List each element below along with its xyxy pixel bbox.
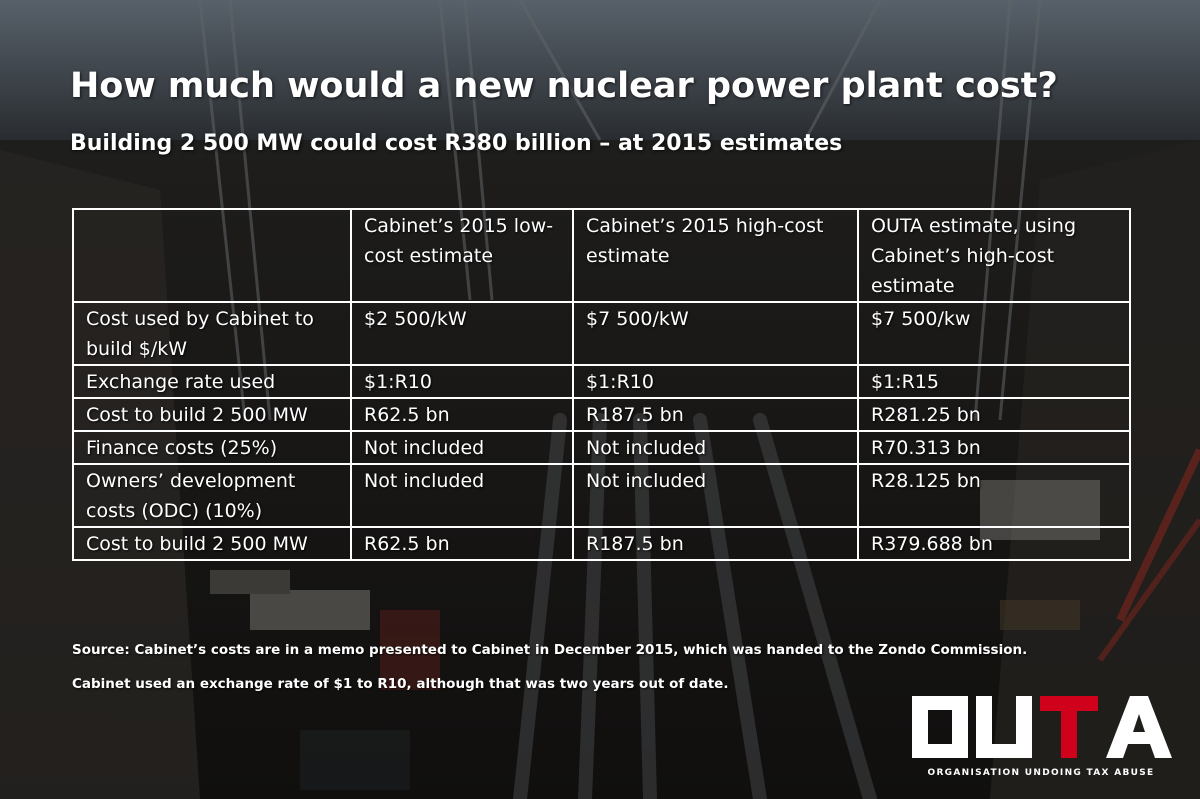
source-note: Source: Cabinet’s costs are in a memo pr… xyxy=(72,633,1172,701)
table-cell: $2 500/kW xyxy=(350,301,574,366)
source-line-2: Cabinet used an exchange rate of $1 to R… xyxy=(72,676,729,692)
cost-comparison-table: Cabinet’s 2015 low-cost estimate Cabinet… xyxy=(72,208,1131,561)
table-cell: $1:R15 xyxy=(857,364,1131,399)
page-title: How much would a new nuclear power plant… xyxy=(70,66,1058,106)
table-cell: Not included xyxy=(350,463,574,528)
row-label: Cost to build 2 500 MW xyxy=(72,526,352,561)
header-cell-empty xyxy=(72,208,352,303)
table-cell: $1:R10 xyxy=(572,364,859,399)
row-label: Cost to build 2 500 MW xyxy=(72,397,352,432)
table-row: Owners’ development costs (ODC) (10%) No… xyxy=(72,463,1131,528)
table-row-total: Cost to build 2 500 MW R62.5 bn R187.5 b… xyxy=(72,526,1131,561)
table-cell: Not included xyxy=(572,463,859,528)
table-header-row: Cabinet’s 2015 low-cost estimate Cabinet… xyxy=(72,208,1131,303)
table-row: Finance costs (25%) Not included Not inc… xyxy=(72,430,1131,465)
header-cell-outa-estimate: OUTA estimate, using Cabinet’s high-cost… xyxy=(857,208,1131,303)
table-row: Cost to build 2 500 MW R62.5 bn R187.5 b… xyxy=(72,397,1131,432)
table-row: Cost used by Cabinet to build $/kW $2 50… xyxy=(72,301,1131,366)
row-label: Cost used by Cabinet to build $/kW xyxy=(72,301,352,366)
row-label: Finance costs (25%) xyxy=(72,430,352,465)
table-cell: R62.5 bn xyxy=(350,526,574,561)
header-cell-high-cost: Cabinet’s 2015 high-cost estimate xyxy=(572,208,859,303)
table-cell: R379.688 bn xyxy=(857,526,1131,561)
table-cell: R62.5 bn xyxy=(350,397,574,432)
table-row: Exchange rate used $1:R10 $1:R10 $1:R15 xyxy=(72,364,1131,399)
table-cell: $7 500/kw xyxy=(857,301,1131,366)
table-cell: $7 500/kW xyxy=(572,301,859,366)
header-cell-low-cost: Cabinet’s 2015 low-cost estimate xyxy=(350,208,574,303)
table-cell: R70.313 bn xyxy=(857,430,1131,465)
outa-logo: ORGANISATION UNDOING TAX ABUSE xyxy=(910,692,1172,787)
table-cell: R281.25 bn xyxy=(857,397,1131,432)
source-line-1: Source: Cabinet’s costs are in a memo pr… xyxy=(72,642,1028,658)
outa-wordmark xyxy=(912,696,1172,758)
table-cell: $1:R10 xyxy=(350,364,574,399)
table-cell: R187.5 bn xyxy=(572,526,859,561)
logo-tagline: ORGANISATION UNDOING TAX ABUSE xyxy=(927,768,1155,778)
page-subtitle: Building 2 500 MW could cost R380 billio… xyxy=(70,131,843,156)
table-cell: R28.125 bn xyxy=(857,463,1131,528)
table-cell: R187.5 bn xyxy=(572,397,859,432)
table-cell: Not included xyxy=(572,430,859,465)
row-label: Exchange rate used xyxy=(72,364,352,399)
row-label: Owners’ development costs (ODC) (10%) xyxy=(72,463,352,528)
table-cell: Not included xyxy=(350,430,574,465)
